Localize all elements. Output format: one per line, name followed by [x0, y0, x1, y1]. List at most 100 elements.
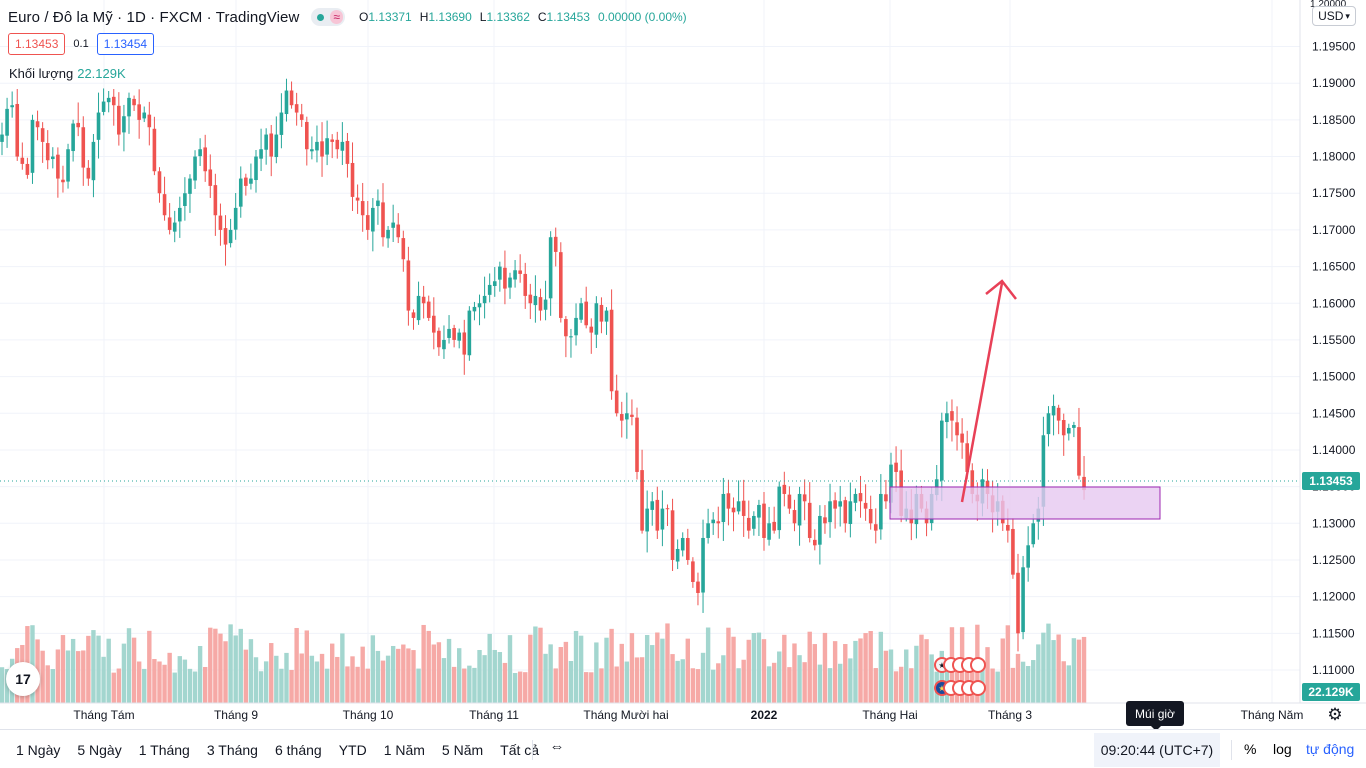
- volume-bar: [924, 639, 929, 703]
- volume-bar: [223, 641, 228, 703]
- volume-bar: [380, 660, 386, 703]
- volume-bar: [563, 641, 569, 703]
- volume-bar: [131, 637, 137, 703]
- volume-bar: [238, 628, 243, 703]
- volume-bar: [777, 651, 782, 703]
- candle-body: [498, 266, 502, 280]
- volume-bar: [197, 646, 203, 703]
- timezone-tooltip: Múi giờ: [1126, 701, 1184, 731]
- candle-body: [305, 121, 309, 150]
- candle-body: [650, 501, 655, 510]
- volume-bar: [822, 632, 828, 703]
- currency-label: USD: [1318, 9, 1344, 23]
- market-status-pill[interactable]: ≈: [311, 8, 345, 26]
- economic-events-row-2[interactable]: ★: [934, 680, 986, 696]
- volume-bar: [65, 650, 71, 703]
- candle-body: [813, 539, 817, 546]
- price-axis-label: 1.14000: [1312, 443, 1356, 457]
- range-6m-button[interactable]: 6 tháng: [267, 740, 330, 760]
- event-icon[interactable]: [970, 680, 986, 696]
- volume-bar: [116, 668, 122, 703]
- candle-body: [401, 238, 406, 260]
- candle-body: [457, 332, 461, 341]
- trend-arrow[interactable]: [960, 279, 1017, 503]
- volume-bar: [55, 649, 61, 703]
- range-3m-button[interactable]: 3 Tháng: [199, 740, 266, 760]
- candle-body: [858, 493, 863, 502]
- volume-bar: [1046, 623, 1051, 703]
- volume-bar: [1031, 660, 1036, 703]
- tradingview-logo-icon[interactable]: 17: [6, 662, 40, 696]
- volume-bar: [319, 653, 325, 703]
- range-1d-button[interactable]: 1 Ngày: [8, 740, 68, 760]
- percent-scale-button[interactable]: %: [1244, 741, 1257, 757]
- demand-zone-rectangle[interactable]: [889, 486, 1161, 520]
- volume-bar: [817, 664, 823, 703]
- log-scale-button[interactable]: log: [1273, 741, 1292, 757]
- volume-bar: [848, 658, 853, 703]
- candle-body: [492, 281, 497, 286]
- candle-body: [172, 222, 177, 232]
- volume-bar: [680, 659, 685, 703]
- candle-body: [965, 443, 969, 472]
- volume-bar: [888, 649, 894, 703]
- volume-bar: [990, 668, 995, 703]
- volume-bar: [584, 672, 589, 703]
- volume-legend[interactable]: Khối lượng 22.129K: [9, 66, 126, 81]
- open-label: O: [359, 10, 369, 24]
- close-label: C: [537, 10, 547, 24]
- volume-bar: [873, 668, 878, 703]
- range-1m-button[interactable]: 1 Tháng: [131, 740, 198, 760]
- candle-body: [15, 103, 20, 157]
- candle-body: [503, 267, 507, 289]
- symbol-title[interactable]: Euro / Đô la Mỹ · 1D · FXCM · TradingVie…: [8, 8, 300, 26]
- candle-body: [894, 462, 898, 472]
- candle-body: [950, 411, 954, 421]
- price-axis-label: 1.15000: [1312, 370, 1356, 384]
- gear-icon[interactable]: ⚙: [1327, 705, 1343, 724]
- volume-bar: [50, 669, 55, 703]
- range-ytd-button[interactable]: YTD: [331, 740, 375, 760]
- event-icon[interactable]: [970, 657, 986, 673]
- volume-value: 22.129K: [77, 66, 126, 81]
- volume-bar: [893, 671, 899, 703]
- candle-body: [482, 295, 487, 304]
- candle-body: [818, 515, 822, 545]
- time-axis[interactable]: Tháng Tám Tháng 9 Tháng 10 Tháng 11 Thán…: [0, 703, 1303, 727]
- candle-body: [559, 252, 563, 318]
- candle-body: [325, 138, 329, 155]
- volume-bar: [467, 665, 472, 703]
- candle-body: [467, 310, 472, 356]
- high-value: 1.13690: [428, 10, 472, 24]
- buy-price-button[interactable]: 1.13454: [96, 33, 155, 55]
- range-1y-button[interactable]: 1 Năm: [376, 740, 433, 760]
- candle-body: [340, 141, 345, 151]
- volume-bar: [512, 672, 518, 703]
- candle-body: [741, 500, 746, 516]
- candle-body: [25, 163, 30, 175]
- volume-bar: [101, 656, 106, 703]
- sell-price-button[interactable]: 1.13453: [8, 33, 66, 55]
- volume-bar: [375, 650, 381, 703]
- candle-body: [665, 508, 670, 510]
- timezone-clock-button[interactable]: 09:20:44 (UTC+7): [1094, 733, 1220, 767]
- candle-body: [660, 508, 665, 530]
- currency-selector[interactable]: USD ▾: [1312, 6, 1356, 26]
- candle-body: [157, 171, 162, 194]
- candle-body: [833, 500, 837, 509]
- range-5d-button[interactable]: 5 Ngày: [69, 740, 129, 760]
- volume-bar: [263, 661, 269, 703]
- range-all-button[interactable]: Tất cả: [492, 740, 547, 760]
- volume-bar: [909, 668, 914, 703]
- volume-bar: [86, 635, 91, 703]
- candle-body: [574, 317, 578, 336]
- auto-scale-button[interactable]: tự động: [1306, 741, 1355, 757]
- economic-events-row-1[interactable]: ★: [934, 657, 986, 673]
- range-5y-button[interactable]: 5 Năm: [434, 740, 491, 760]
- date-range-calendar-icon[interactable]: ⇔: [549, 738, 565, 755]
- candle-body: [716, 521, 721, 524]
- change-value: 0.00000 (0.00%): [597, 10, 687, 24]
- candle-body: [294, 104, 299, 113]
- candle-body: [680, 537, 685, 551]
